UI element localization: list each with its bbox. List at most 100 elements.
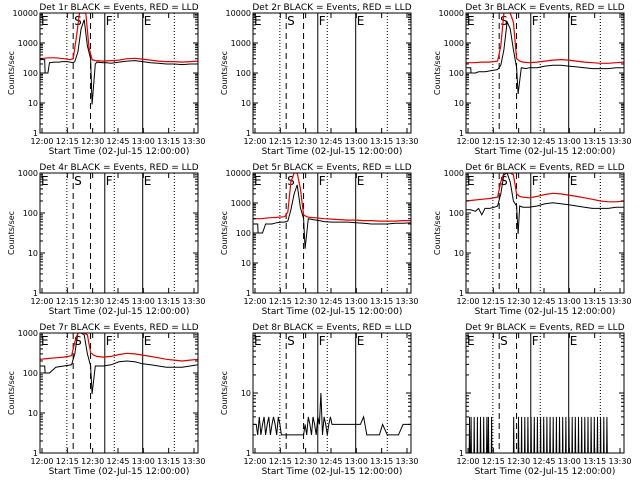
marker-label: E xyxy=(467,334,475,348)
series-line-events xyxy=(253,184,411,249)
x-tick-label: 13:15 xyxy=(370,137,393,146)
x-tick-label: 12:45 xyxy=(106,457,129,466)
marker-label: E xyxy=(570,174,578,188)
series-line-lld xyxy=(466,173,624,203)
x-tick-label: 12:30 xyxy=(81,457,104,466)
marker-label: S xyxy=(500,174,508,188)
marker-label: E xyxy=(357,174,365,188)
y-tick-label: 100 xyxy=(449,209,464,218)
x-tick-label: 12:45 xyxy=(319,137,342,146)
y-tick-label: 1000 xyxy=(444,39,464,48)
x-tick-label: 13:00 xyxy=(558,137,581,146)
y-tick-label: 10 xyxy=(28,99,38,108)
x-tick-label: 12:30 xyxy=(507,297,530,306)
marker-label: F xyxy=(106,14,113,28)
x-tick-label: 12:00 xyxy=(243,297,266,306)
x-tick-label: 12:00 xyxy=(243,137,266,146)
y-tick-label: 10 xyxy=(28,409,38,418)
marker-label: F xyxy=(532,174,539,188)
panel-frame xyxy=(39,332,199,454)
y-tick-label: 1000 xyxy=(444,169,464,178)
y-axis-label: Counts/sec xyxy=(220,371,229,415)
x-tick-label: 13:30 xyxy=(608,297,631,306)
x-axis-label: Start Time (02-Jul-15 12:00:00) xyxy=(475,307,616,317)
x-tick-label: 13:30 xyxy=(395,297,418,306)
marker-label: S xyxy=(500,14,508,28)
marker-label: E xyxy=(254,334,262,348)
x-tick-label: 12:45 xyxy=(532,297,555,306)
x-tick-label: 13:30 xyxy=(182,457,205,466)
panel-title: Det 4r BLACK = Events, RED = LLD xyxy=(39,163,198,173)
x-axis-label: Start Time (02-Jul-15 12:00:00) xyxy=(262,147,403,157)
x-tick-label: 13:00 xyxy=(345,457,368,466)
series-line-events xyxy=(466,20,624,95)
x-tick-label: 13:15 xyxy=(157,457,180,466)
x-tick-label: 13:30 xyxy=(608,457,631,466)
marker-label: E xyxy=(144,174,152,188)
series-line-events xyxy=(468,416,608,453)
y-tick-label: 10 xyxy=(454,249,464,258)
x-tick-label: 12:30 xyxy=(81,137,104,146)
marker-label: S xyxy=(287,334,295,348)
marker-label: E xyxy=(467,174,475,188)
x-tick-label: 12:15 xyxy=(269,457,292,466)
x-tick-label: 13:00 xyxy=(132,297,155,306)
x-tick-label: 13:15 xyxy=(157,297,180,306)
marker-label: E xyxy=(254,14,262,28)
y-tick-label: 100 xyxy=(449,69,464,78)
y-axis-label: Counts/sec xyxy=(433,211,442,255)
y-tick-label: 1000 xyxy=(231,199,251,208)
marker-label: F xyxy=(319,174,326,188)
x-tick-label: 12:15 xyxy=(56,137,79,146)
y-tick-label: 100 xyxy=(236,69,251,78)
x-tick-label: 12:45 xyxy=(106,137,129,146)
marker-label: F xyxy=(319,334,326,348)
y-tick-label: 10 xyxy=(241,259,251,268)
marker-label: F xyxy=(532,334,539,348)
marker-label: E xyxy=(357,334,365,348)
y-tick-label: 10000 xyxy=(439,9,464,18)
y-tick-label: 100 xyxy=(23,69,38,78)
marker-label: E xyxy=(41,174,49,188)
marker-label: E xyxy=(357,14,365,28)
x-tick-label: 13:15 xyxy=(370,457,393,466)
y-tick-label: 1 xyxy=(246,449,251,458)
x-tick-label: 12:00 xyxy=(456,457,479,466)
y-axis-label: Counts/sec xyxy=(220,211,229,255)
x-axis-label: Start Time (02-Jul-15 12:00:00) xyxy=(49,147,190,157)
marker-label: E xyxy=(570,334,578,348)
series-line-lld xyxy=(40,333,198,362)
y-tick-label: 1000 xyxy=(18,39,38,48)
panel-title: Det 7r BLACK = Events, RED = LLD xyxy=(39,323,198,333)
y-tick-label: 1 xyxy=(33,129,38,138)
y-tick-label: 100 xyxy=(23,209,38,218)
x-tick-label: 13:30 xyxy=(395,137,418,146)
panel-title: Det 8r BLACK = Events, RED = LLD xyxy=(252,323,411,333)
y-tick-label: 1 xyxy=(246,289,251,298)
x-tick-label: 12:45 xyxy=(319,457,342,466)
panel-title: Det 5r BLACK = Events, RED = LLD xyxy=(252,163,411,173)
y-tick-label: 10000 xyxy=(226,9,251,18)
y-tick-label: 1000 xyxy=(18,329,38,338)
y-axis-label: Counts/sec xyxy=(220,51,229,95)
x-tick-label: 12:15 xyxy=(269,297,292,306)
panel-title: Det 1r BLACK = Events, RED = LLD xyxy=(39,3,198,13)
marker-label: E xyxy=(144,14,152,28)
x-tick-label: 13:00 xyxy=(345,297,368,306)
marker-label: F xyxy=(532,14,539,28)
x-tick-label: 12:45 xyxy=(532,457,555,466)
x-axis-label: Start Time (02-Jul-15 12:00:00) xyxy=(475,147,616,157)
series-line-lld xyxy=(466,13,624,64)
x-tick-label: 13:15 xyxy=(583,297,606,306)
series-line-events xyxy=(253,392,411,436)
y-tick-label: 10 xyxy=(28,249,38,258)
y-axis-label: Counts/sec xyxy=(7,51,16,95)
x-tick-label: 13:15 xyxy=(157,137,180,146)
x-tick-label: 12:15 xyxy=(269,137,292,146)
x-tick-label: 12:00 xyxy=(30,297,53,306)
x-tick-label: 13:15 xyxy=(370,297,393,306)
